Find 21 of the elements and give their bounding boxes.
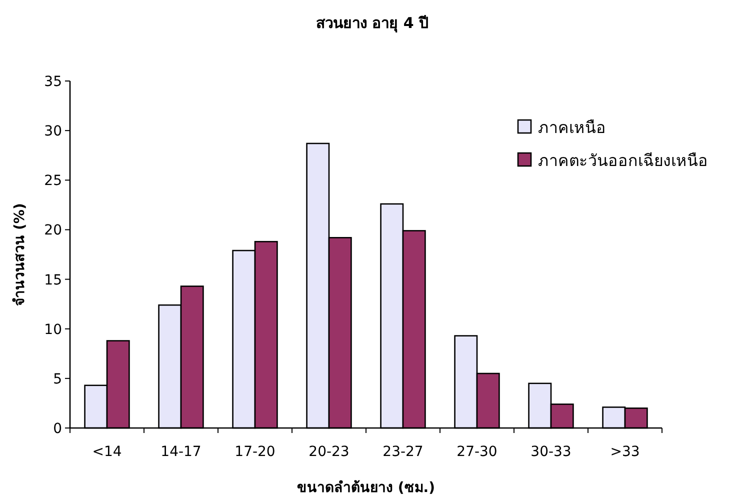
x-tick-label: 23-27 — [382, 444, 424, 460]
y-tick-label: 0 — [53, 421, 62, 437]
chart-title: สวนยาง อายุ 4 ปี — [316, 14, 430, 33]
y-tick-label: 30 — [44, 124, 62, 140]
legend-label: ภาคเหนือ — [538, 118, 606, 137]
y-tick-label: 25 — [44, 173, 62, 190]
x-tick-label: >33 — [610, 444, 640, 460]
x-tick-label: 30-33 — [530, 444, 572, 460]
x-axis-title: ขนาดลำต้นยาง (ซม.) — [297, 480, 435, 496]
x-tick-label: 17-20 — [234, 444, 276, 460]
y-tick-label: 15 — [44, 272, 62, 288]
y-axis-title: จำนวนสวน (%) — [12, 203, 28, 306]
x-tick-label: 27-30 — [456, 444, 498, 460]
y-tick-label: 20 — [44, 222, 62, 239]
x-tick-label: <14 — [92, 444, 122, 460]
x-tick-label: 20-23 — [308, 444, 350, 460]
x-tick-label: 14-17 — [160, 444, 202, 460]
y-tick-label: 5 — [53, 371, 62, 388]
legend-label: ภาคตะวันออกเฉียงเหนือ — [538, 151, 708, 170]
y-tick-label: 10 — [44, 322, 62, 338]
y-tick-label: 35 — [44, 74, 62, 90]
